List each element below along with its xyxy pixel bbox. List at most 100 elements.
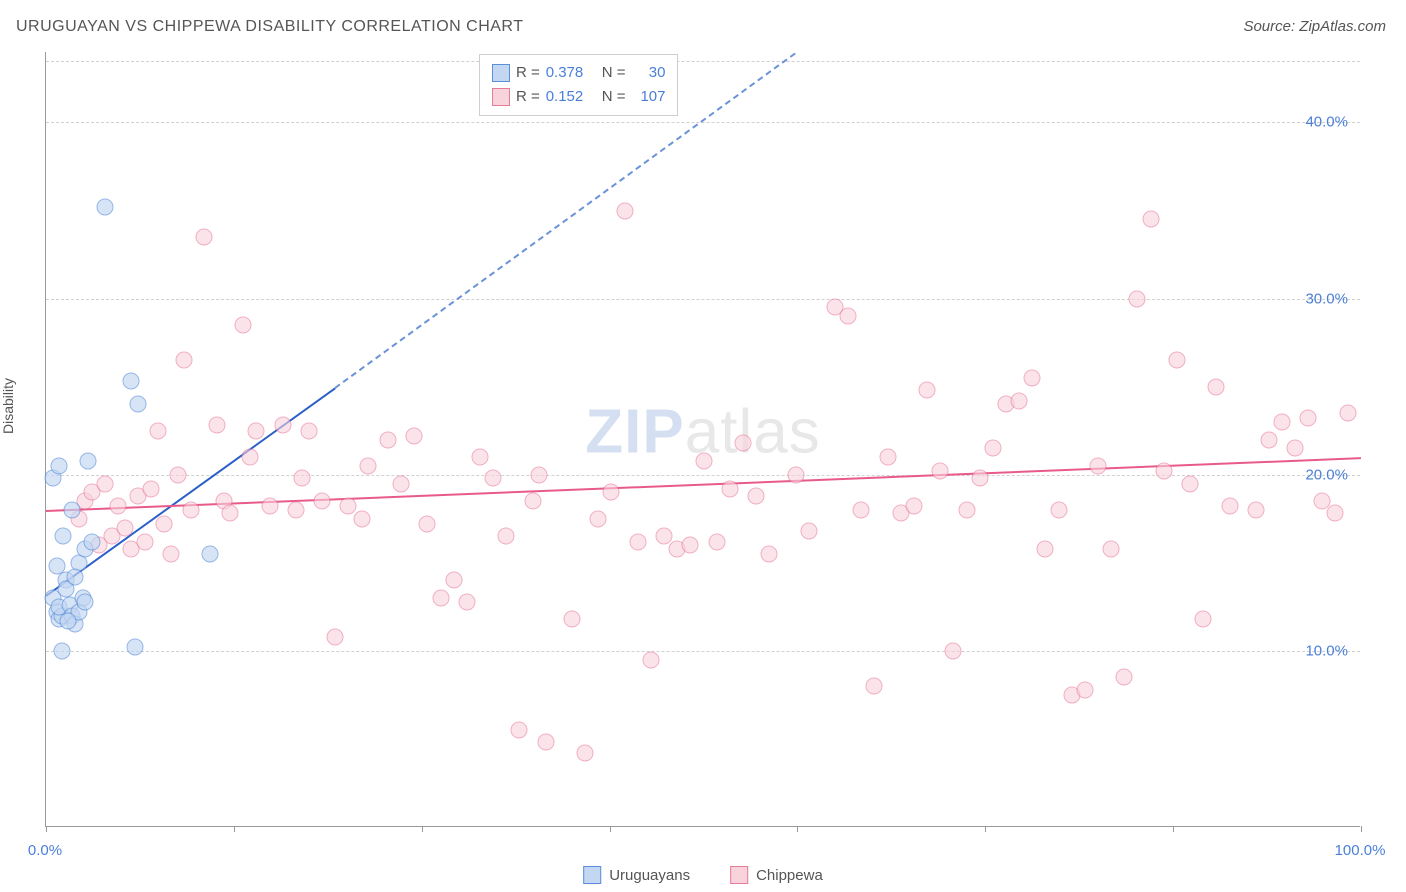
scatter-point — [564, 611, 581, 628]
scatter-point — [642, 651, 659, 668]
scatter-point — [1247, 501, 1264, 518]
scatter-point — [1195, 611, 1212, 628]
scatter-point — [169, 466, 186, 483]
scatter-point — [511, 722, 528, 739]
scatter-point — [1300, 410, 1317, 427]
scatter-point — [235, 317, 252, 334]
scatter-point — [202, 545, 219, 562]
scatter-point — [695, 452, 712, 469]
scatter-point — [458, 593, 475, 610]
gridline — [46, 299, 1360, 300]
scatter-point — [1339, 405, 1356, 422]
scatter-point — [130, 396, 147, 413]
legend-swatch — [730, 866, 748, 884]
scatter-point — [393, 475, 410, 492]
scatter-point — [1168, 352, 1185, 369]
scatter-point — [1326, 505, 1343, 522]
scatter-point — [984, 440, 1001, 457]
scatter-point — [787, 466, 804, 483]
scatter-point — [156, 516, 173, 533]
correlation-legend-row: R =0.378N =30 — [492, 61, 666, 85]
scatter-point — [531, 466, 548, 483]
scatter-point — [110, 498, 127, 515]
scatter-point — [287, 501, 304, 518]
x-tick-label-left: 0.0% — [28, 842, 62, 859]
legend-swatch — [492, 64, 510, 82]
legend-item: Uruguayans — [583, 866, 690, 884]
scatter-point — [241, 449, 258, 466]
scatter-point — [1260, 431, 1277, 448]
scatter-point — [748, 487, 765, 504]
scatter-point — [1024, 369, 1041, 386]
legend-swatch — [583, 866, 601, 884]
chart-title: URUGUAYAN VS CHIPPEWA DISABILITY CORRELA… — [16, 18, 523, 36]
scatter-point — [853, 501, 870, 518]
scatter-point — [136, 533, 153, 550]
scatter-point — [406, 427, 423, 444]
scatter-point — [1076, 681, 1093, 698]
scatter-point — [84, 533, 101, 550]
source-attribution: Source: ZipAtlas.com — [1243, 18, 1386, 35]
scatter-point — [274, 417, 291, 434]
scatter-point — [537, 734, 554, 751]
legend-swatch — [492, 88, 510, 106]
scatter-point — [1208, 378, 1225, 395]
scatter-point — [294, 470, 311, 487]
legend-item: Chippewa — [730, 866, 823, 884]
scatter-point — [301, 422, 318, 439]
scatter-point — [524, 493, 541, 510]
scatter-point — [353, 510, 370, 527]
scatter-point — [971, 470, 988, 487]
scatter-point — [1182, 475, 1199, 492]
x-tick — [797, 826, 798, 832]
scatter-point — [800, 523, 817, 540]
scatter-point — [879, 449, 896, 466]
scatter-point — [149, 422, 166, 439]
scatter-point — [1103, 540, 1120, 557]
scatter-point — [603, 484, 620, 501]
scatter-point — [176, 352, 193, 369]
scatter-point — [80, 452, 97, 469]
scatter-point — [866, 678, 883, 695]
x-tick — [234, 826, 235, 832]
scatter-point — [1129, 290, 1146, 307]
scatter-point — [708, 533, 725, 550]
scatter-point — [55, 528, 72, 545]
scatter-point — [195, 228, 212, 245]
scatter-point — [905, 498, 922, 515]
scatter-point — [1155, 463, 1172, 480]
scatter-point — [360, 457, 377, 474]
n-label: N = — [602, 61, 626, 85]
gridline — [46, 61, 1360, 62]
x-tick — [985, 826, 986, 832]
n-value: 30 — [631, 61, 665, 85]
legend-bottom: Uruguayans Chippewa — [583, 866, 823, 884]
scatter-point — [761, 545, 778, 562]
scatter-point — [1011, 392, 1028, 409]
scatter-point — [60, 612, 77, 629]
scatter-point — [1142, 211, 1159, 228]
n-value: 107 — [631, 85, 665, 109]
scatter-point — [143, 480, 160, 497]
scatter-point — [77, 593, 94, 610]
scatter-point — [590, 510, 607, 527]
x-tick-label-right: 100.0% — [1335, 842, 1386, 859]
scatter-point — [577, 745, 594, 762]
scatter-point — [932, 463, 949, 480]
r-value: 0.378 — [546, 61, 596, 85]
scatter-point — [182, 501, 199, 518]
y-tick-label: 30.0% — [1305, 290, 1348, 307]
x-tick — [1173, 826, 1174, 832]
x-tick — [422, 826, 423, 832]
scatter-point — [53, 642, 70, 659]
x-tick — [46, 826, 47, 832]
y-tick-label: 20.0% — [1305, 466, 1348, 483]
scatter-point — [498, 528, 515, 545]
x-tick — [1361, 826, 1362, 832]
scatter-point — [1274, 413, 1291, 430]
r-value: 0.152 — [546, 85, 596, 109]
scatter-point — [208, 417, 225, 434]
y-tick-label: 10.0% — [1305, 642, 1348, 659]
scatter-point — [97, 199, 114, 216]
scatter-point — [616, 202, 633, 219]
